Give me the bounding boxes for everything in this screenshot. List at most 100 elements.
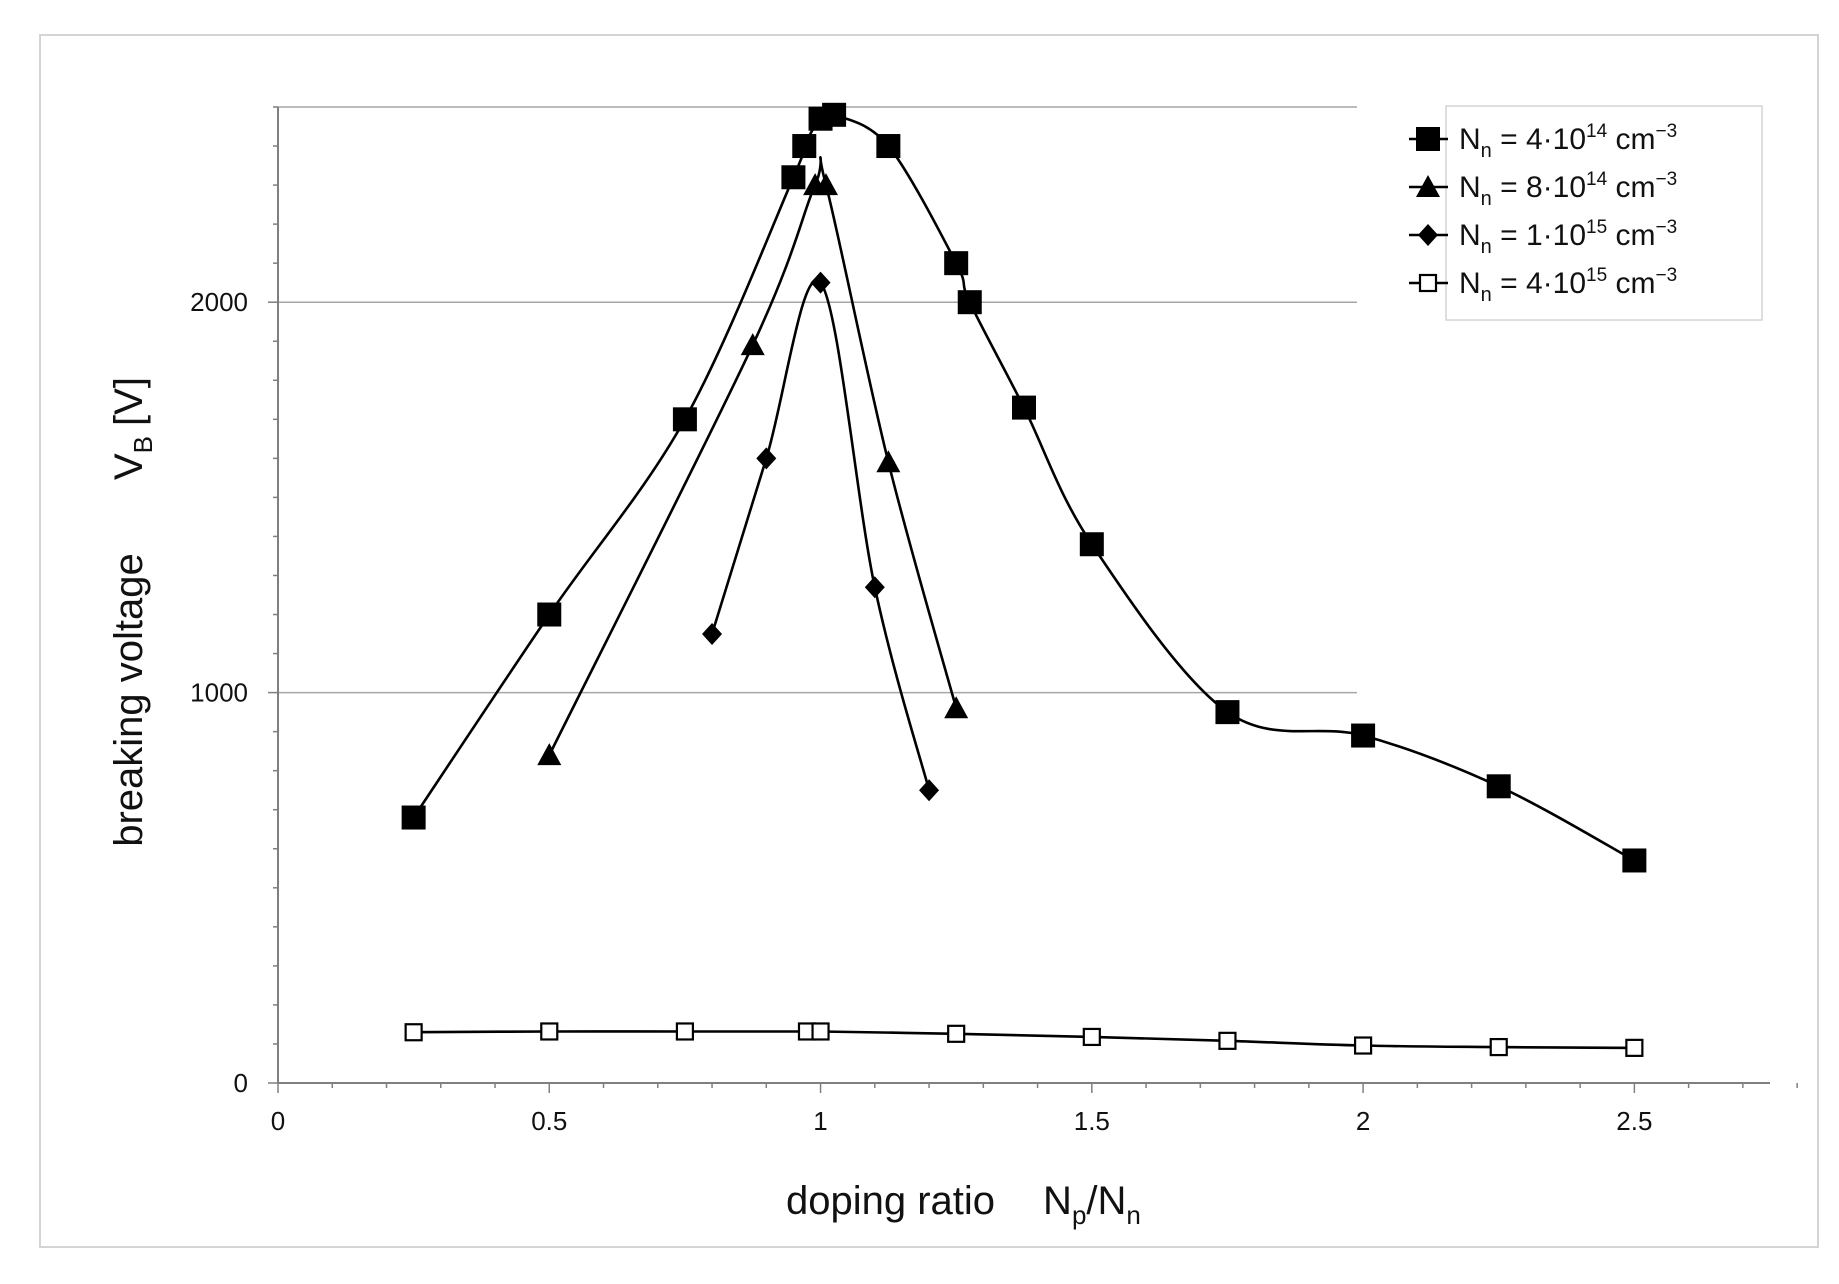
legend-marker	[1416, 127, 1440, 151]
series-3-point	[702, 623, 723, 646]
x-tick-label: 1	[813, 1106, 827, 1136]
series-1-point	[957, 290, 982, 315]
legend-label-part: N	[1459, 267, 1481, 300]
x-axis-title: doping ratio Np/Nn	[786, 1179, 1141, 1230]
legend-item-4: Nn = 4·1015 cm−3	[1409, 265, 1677, 306]
series-1-point	[1012, 395, 1036, 420]
legend-item-3: Nn = 1·1015 cm−3	[1409, 217, 1677, 258]
series-4-point	[1218, 1031, 1237, 1050]
legend-label: Nn = 4·1015 cm−3	[1459, 265, 1677, 306]
series-1-point	[537, 602, 562, 627]
legend-label-part: 15	[1586, 265, 1607, 286]
legend-item-2: Nn = 8·1014 cm−3	[1409, 169, 1677, 210]
legend-label-part: 15	[1586, 217, 1607, 238]
x-tick-label: 2	[1356, 1106, 1370, 1136]
x-tick-label: 0	[271, 1106, 285, 1136]
series-2-point	[740, 333, 765, 356]
legend-label: Nn = 8·1014 cm−3	[1459, 169, 1677, 210]
series-2-line	[548, 156, 958, 756]
series-4-line	[413, 1030, 1635, 1050]
legend-label-part: −3	[1656, 217, 1678, 238]
label-layer: 0 1000 2000 0 0.5 1 1.5 2 2.5	[190, 287, 1652, 1136]
y-axis-title: breaking voltage VB [V]	[107, 377, 158, 847]
legend-label: Nn = 4·1014 cm−3	[1459, 121, 1677, 162]
series-4-point	[540, 1022, 559, 1041]
x-axis-title-text: doping ratio	[786, 1179, 995, 1223]
series-2-point	[537, 743, 562, 766]
legend-label-part: cm	[1607, 267, 1655, 300]
legend-marker	[1418, 273, 1438, 293]
series-1-point	[401, 805, 426, 830]
legend-label-part: cm	[1607, 219, 1655, 252]
legend-label-part: 14	[1586, 169, 1608, 190]
legend-label-part: = 4·10	[1492, 267, 1586, 300]
legend-marker	[1418, 224, 1438, 246]
series-1-point	[876, 134, 901, 159]
x-axis-symbol-np: N	[1043, 1179, 1072, 1223]
series-1-point	[1486, 774, 1511, 799]
series-4-point	[1489, 1037, 1508, 1057]
series-3-line	[710, 279, 931, 791]
legend-box	[1445, 105, 1763, 321]
series-3	[702, 271, 940, 802]
legend-label-part: cm	[1607, 171, 1655, 204]
y-axis-symbol-v: V	[107, 453, 151, 480]
series-1-point	[792, 134, 817, 159]
series-1	[401, 102, 1647, 873]
series-1-point	[672, 407, 697, 432]
series-3-point	[919, 779, 940, 802]
legend-label-part: −3	[1656, 265, 1678, 286]
series-1-point	[1622, 848, 1647, 873]
legend-label-part: −3	[1656, 121, 1678, 142]
legend-label-part: −3	[1656, 169, 1678, 190]
svg-text:breaking voltage: breaking voltage	[107, 553, 151, 847]
legend-items: Nn = 4·1014 cm−3Nn = 8·1014 cm−3Nn = 1·1…	[1409, 121, 1677, 306]
y-tick-label: 2000	[190, 287, 248, 317]
legend-label-part: n	[1481, 140, 1492, 162]
series-4	[404, 1022, 1644, 1057]
legend-label-part: 14	[1586, 121, 1608, 142]
series-4-point	[1082, 1027, 1101, 1047]
series-layer	[401, 102, 1647, 1057]
series-1-point	[1079, 532, 1104, 557]
legend-label: Nn = 1·1015 cm−3	[1459, 217, 1677, 258]
series-3-point	[810, 271, 831, 294]
x-tick-label: 0.5	[531, 1106, 567, 1136]
series-2-point	[944, 696, 969, 719]
series-1-point	[1215, 700, 1240, 725]
series-1-point	[781, 165, 806, 190]
legend-label-part: = 1·10	[1492, 219, 1586, 252]
series-4-point	[947, 1024, 966, 1043]
legend-label-part: cm	[1607, 123, 1655, 156]
y-tick-label: 0	[234, 1068, 248, 1098]
x-tick-label: 2.5	[1616, 1106, 1652, 1136]
series-1-point	[944, 251, 969, 276]
legend-label-part: N	[1459, 171, 1481, 204]
series-2	[537, 156, 969, 766]
series-4-point	[1353, 1036, 1373, 1055]
series-4-point	[1625, 1038, 1644, 1057]
legend-label-part: n	[1481, 236, 1492, 258]
legend: Nn = 4·1014 cm−3Nn = 8·1014 cm−3Nn = 1·1…	[1409, 105, 1763, 321]
x-axis-symbol-p-sub: p	[1072, 1200, 1086, 1230]
y-axis-symbol-unit: [V]	[107, 377, 151, 426]
series-2-point	[813, 173, 838, 196]
legend-item-1: Nn = 4·1014 cm−3	[1409, 121, 1677, 162]
legend-marker	[1416, 175, 1440, 197]
legend-label-part: = 8·10	[1492, 171, 1586, 204]
legend-label-part: n	[1481, 188, 1492, 210]
series-1-point	[1351, 723, 1376, 748]
legend-label-part: = 4·10	[1492, 123, 1586, 156]
x-tick-label: 1.5	[1074, 1106, 1110, 1136]
legend-label-part: N	[1459, 219, 1481, 252]
svg-text:VB[V]: VB [V]	[107, 377, 158, 480]
axis-layer	[268, 106, 1798, 1093]
series-4-point	[404, 1023, 423, 1042]
legend-label-part: n	[1481, 284, 1492, 306]
series-3-point	[756, 447, 777, 470]
y-tick-label: 1000	[190, 678, 248, 708]
x-axis-symbol-slash: /N	[1086, 1179, 1126, 1223]
series-1-point	[822, 102, 847, 127]
legend-label-part: N	[1459, 123, 1481, 156]
